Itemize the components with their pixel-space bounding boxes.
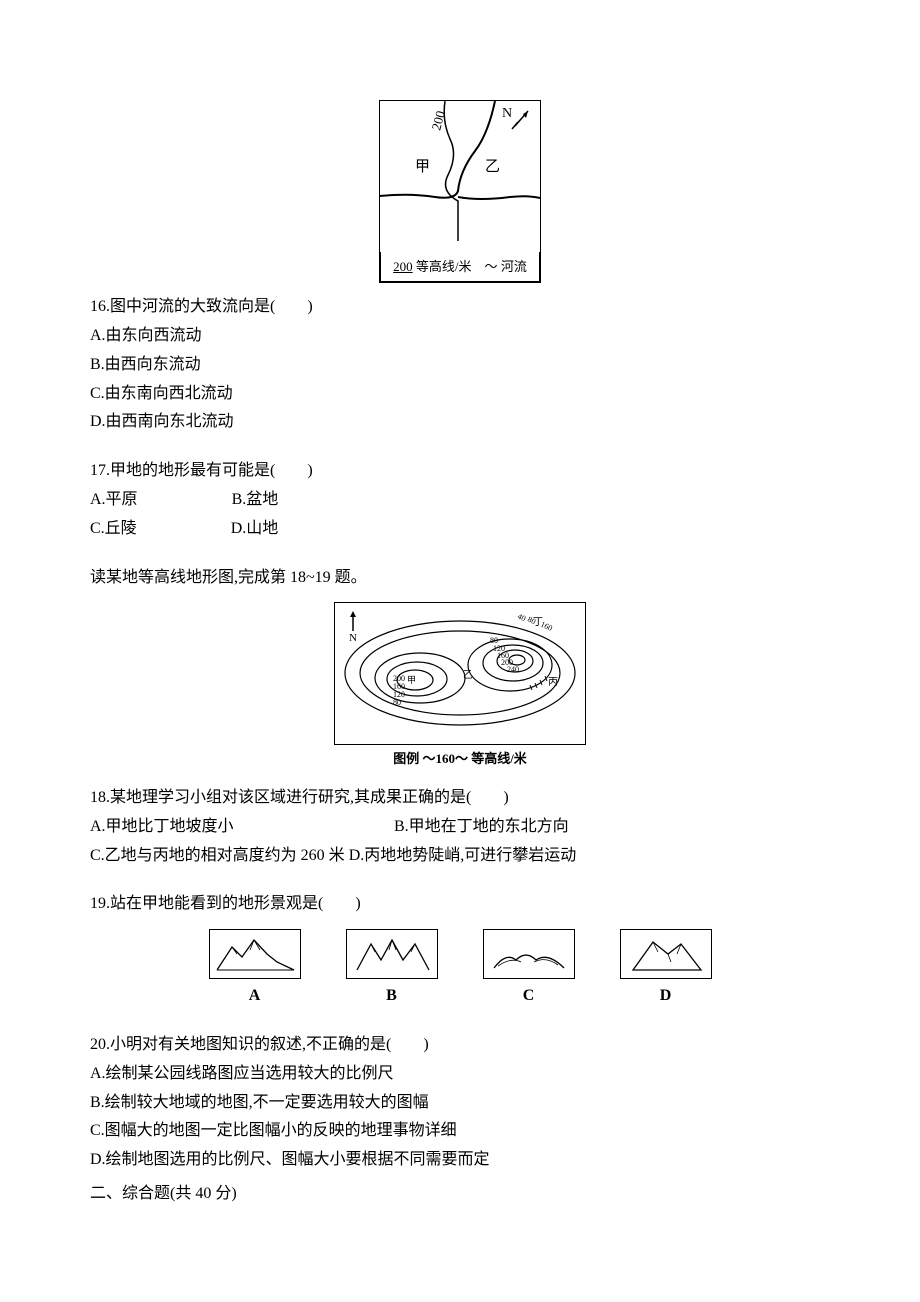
landscape-d-label: D (620, 982, 712, 1011)
svg-text:N: N (349, 632, 357, 644)
landscape-d-icon (623, 932, 709, 976)
figure-1-container: 200 N 甲 乙 200 等高线/米 〜 河流 (90, 100, 830, 283)
contour-map-2: N 200 160 120 80 甲 80 120 160 200 240 丁 … (335, 603, 585, 733)
landscape-option-d: D (620, 929, 712, 1011)
landscape-d-frame (620, 929, 712, 979)
svg-text:甲: 甲 (415, 159, 430, 175)
landscape-c-icon (486, 932, 572, 976)
svg-text:200: 200 (428, 109, 448, 132)
section-2-heading: 二、综合题(共 40 分) (90, 1180, 830, 1209)
q20-option-b: B.绘制较大地域的地图,不一定要选用较大的图幅 (90, 1089, 830, 1118)
q16-option-d: D.由西南向东北流动 (90, 408, 830, 437)
q16-option-a: A.由东向西流动 (90, 322, 830, 351)
q18-option-a: A.甲地比丁地坡度小 (90, 813, 390, 842)
landscape-b-label: B (346, 982, 438, 1011)
svg-text:80: 80 (393, 698, 401, 707)
intro-18-19: 读某地等高线地形图,完成第 18~19 题。 (90, 564, 830, 593)
landscape-a-label: A (209, 982, 301, 1011)
contour-map-1: 200 N 甲 乙 (380, 101, 540, 241)
question-20: 20.小明对有关地图知识的叙述,不正确的是( ) A.绘制某公园线路图应当选用较… (90, 1031, 830, 1175)
landscape-options-row: A B C (90, 929, 830, 1011)
figure-2-box: N 200 160 120 80 甲 80 120 160 200 240 丁 … (334, 602, 586, 745)
q17-stem: 17.甲地的地形最有可能是( ) (90, 457, 830, 486)
q16-option-c: C.由东南向西北流动 (90, 380, 830, 409)
q18-option-c: C.乙地与丙地的相对高度约为 260 米 (90, 847, 345, 864)
svg-text:丙: 丙 (548, 677, 558, 688)
figure-1-legend: 200 等高线/米 〜 河流 (380, 252, 540, 282)
q18-row-2: C.乙地与丙地的相对高度约为 260 米 D.丙地地势陡峭,可进行攀岩运动 (90, 842, 830, 871)
landscape-a-icon (212, 932, 298, 976)
q17-option-c: C.丘陵 (90, 515, 137, 544)
landscape-c-frame (483, 929, 575, 979)
landscape-option-a: A (209, 929, 301, 1011)
svg-text:乙: 乙 (463, 669, 473, 681)
svg-text:40: 40 (516, 612, 527, 624)
q20-option-a: A.绘制某公园线路图应当选用较大的比例尺 (90, 1060, 830, 1089)
q17-option-a: A.平原 (90, 486, 138, 515)
q16-option-b: B.由西向东流动 (90, 351, 830, 380)
q16-stem: 16.图中河流的大致流向是( ) (90, 293, 830, 322)
svg-text:N: N (502, 106, 512, 121)
question-16: 16.图中河流的大致流向是( ) A.由东向西流动 B.由西向东流动 C.由东南… (90, 293, 830, 437)
q18-option-d: D.丙地地势陡峭,可进行攀岩运动 (349, 847, 577, 864)
question-18: 18.某地理学习小组对该区域进行研究,其成果正确的是( ) A.甲地比丁地坡度小… (90, 784, 830, 870)
q20-option-c: C.图幅大的地图一定比图幅小的反映的地理事物详细 (90, 1117, 830, 1146)
landscape-b-frame (346, 929, 438, 979)
landscape-option-b: B (346, 929, 438, 1011)
q20-stem: 20.小明对有关地图知识的叙述,不正确的是( ) (90, 1031, 830, 1060)
svg-text:甲: 甲 (407, 675, 416, 685)
q19-stem: 19.站在甲地能看到的地形景观是( ) (90, 890, 830, 919)
q17-row-1: A.平原 B.盆地 (90, 486, 830, 515)
figure-1-box: 200 N 甲 乙 200 等高线/米 〜 河流 (379, 100, 541, 283)
figure-2-caption: 图例 〜160〜 等高线/米 (334, 747, 586, 770)
landscape-a-frame (209, 929, 301, 979)
q18-row-1: A.甲地比丁地坡度小 B.甲地在丁地的东北方向 (90, 813, 830, 842)
q17-option-b: B.盆地 (232, 491, 279, 508)
q18-stem: 18.某地理学习小组对该区域进行研究,其成果正确的是( ) (90, 784, 830, 813)
q18-option-b: B.甲地在丁地的东北方向 (394, 818, 569, 835)
question-19: 19.站在甲地能看到的地形景观是( ) A B (90, 890, 830, 1011)
landscape-option-c: C (483, 929, 575, 1011)
landscape-b-icon (349, 932, 435, 976)
svg-text:240: 240 (507, 665, 519, 674)
landscape-c-label: C (483, 982, 575, 1011)
question-17: 17.甲地的地形最有可能是( ) A.平原 B.盆地 C.丘陵 D.山地 (90, 457, 830, 543)
q20-option-d: D.绘制地图选用的比例尺、图幅大小要根据不同需要而定 (90, 1146, 830, 1175)
figure-2-container: N 200 160 120 80 甲 80 120 160 200 240 丁 … (90, 602, 830, 774)
q17-option-d: D.山地 (231, 520, 279, 537)
svg-text:乙: 乙 (485, 159, 500, 175)
q17-row-2: C.丘陵 D.山地 (90, 515, 830, 544)
svg-text:160: 160 (539, 620, 554, 633)
